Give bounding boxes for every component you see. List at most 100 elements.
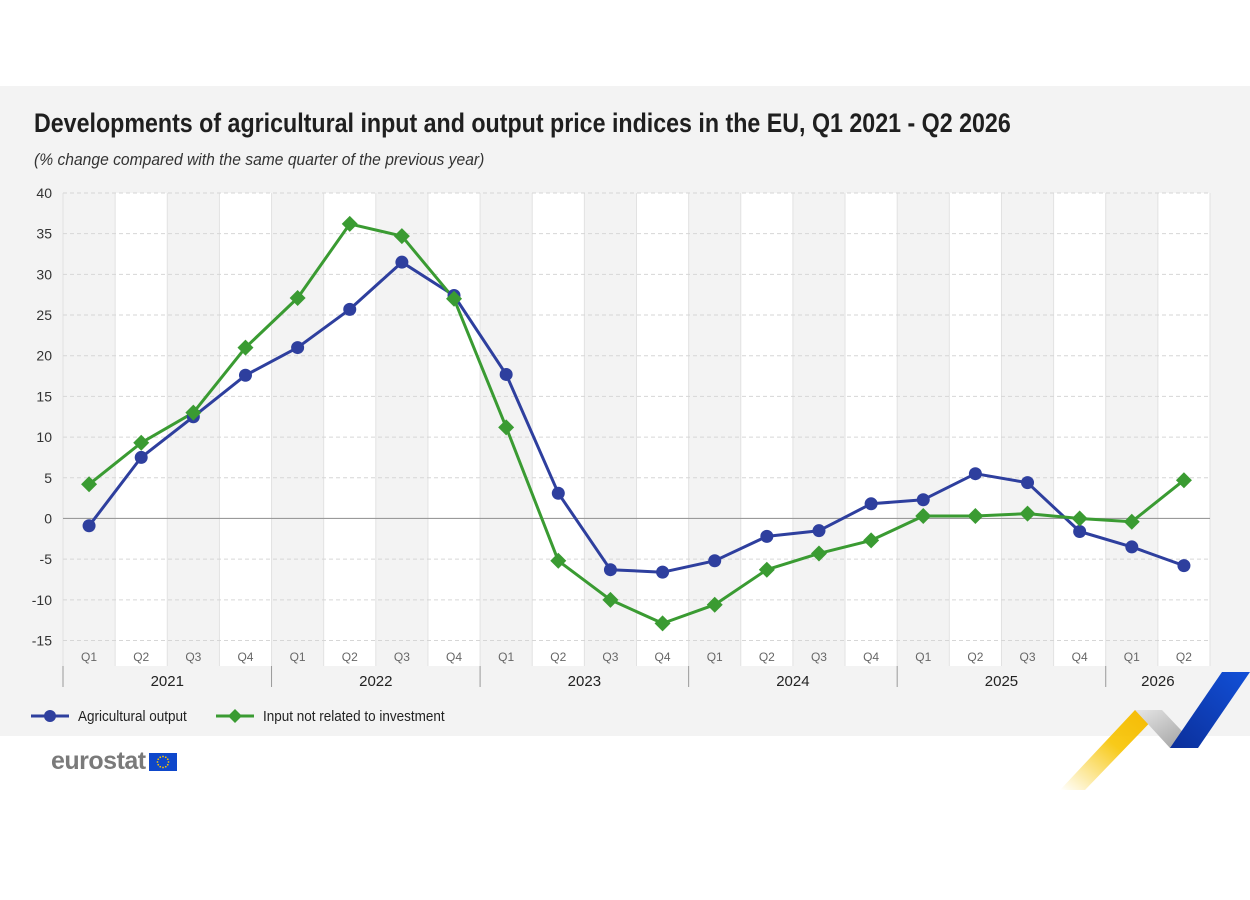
- output-data-point: [968, 467, 982, 481]
- output-data-point: [708, 554, 722, 568]
- output-data-point: [1125, 540, 1139, 554]
- input-data-point: [758, 561, 775, 578]
- legend-item-output[interactable]: Agricultural output: [30, 708, 199, 725]
- year-label: 2022: [359, 673, 392, 690]
- quarter-band: [1053, 193, 1106, 666]
- diamond-marker-icon: [215, 709, 254, 723]
- input-data-point: [1123, 513, 1140, 530]
- y-tick-label: 0: [44, 510, 52, 526]
- output-data-point: [1073, 524, 1087, 538]
- x-tick-label: Q4: [655, 650, 671, 664]
- x-tick-label: Q4: [863, 650, 879, 664]
- legend-label-input: Input not related to investment: [262, 707, 445, 725]
- input-series-line: [88, 222, 1185, 625]
- quarter-band: [219, 193, 272, 666]
- year-label: 2025: [985, 673, 1018, 690]
- x-tick-label: Q1: [81, 650, 97, 664]
- x-tick-label: Q2: [1176, 650, 1192, 664]
- output-data-point: [760, 529, 774, 543]
- year-label: 2023: [568, 673, 601, 690]
- output-data-point: [343, 302, 357, 316]
- x-tick-label: Q4: [237, 650, 253, 664]
- input-data-point: [446, 290, 463, 307]
- logo-text: eurostat: [51, 747, 146, 775]
- output-data-point: [395, 255, 409, 269]
- x-tick-label: Q2: [342, 650, 358, 664]
- quarter-band: [740, 193, 793, 666]
- legend-label-output: Agricultural output: [78, 707, 187, 725]
- output-data-point: [812, 524, 826, 538]
- output-data-point: [134, 450, 148, 464]
- x-tick-label: Q2: [759, 650, 775, 664]
- y-tick-label: 35: [36, 226, 52, 242]
- input-data-point: [237, 339, 254, 356]
- y-tick-label: 25: [36, 307, 52, 323]
- output-data-point: [551, 486, 565, 500]
- input-data-point: [550, 552, 567, 569]
- input-data-point: [133, 434, 150, 451]
- y-tick-label: 10: [36, 429, 52, 445]
- input-data-point: [185, 404, 202, 421]
- input-data-point: [498, 419, 515, 436]
- x-tick-label: Q4: [1072, 650, 1088, 664]
- x-tick-label: Q1: [1124, 650, 1140, 664]
- input-data-point: [341, 215, 358, 232]
- x-tick-label: Q2: [133, 650, 149, 664]
- input-data-point: [602, 591, 619, 608]
- x-tick-label: Q1: [498, 650, 514, 664]
- y-tick-label: 5: [44, 470, 52, 486]
- quarter-band: [323, 193, 376, 666]
- chart-panel: [0, 86, 1250, 736]
- year-label: 2026: [1141, 673, 1174, 690]
- y-tick-label: 30: [36, 266, 52, 282]
- y-tick-label: -15: [32, 633, 52, 649]
- eurostat-logo[interactable]: eurostat: [51, 747, 177, 776]
- output-data-point: [238, 368, 252, 382]
- x-tick-label: Q1: [915, 650, 931, 664]
- output-data-point: [291, 341, 305, 355]
- chart-subtitle: (% change compared with the same quarter…: [34, 150, 485, 169]
- x-tick-label: Q3: [1020, 650, 1036, 664]
- input-data-point: [967, 508, 984, 525]
- x-tick-label: Q1: [707, 650, 723, 664]
- line-chart: 40 35 30 25 20 15 10 5 0 -5 -10 -15 Q1 Q2 Q3 Q4 Q1 Q2 Q3 Q4…: [32, 185, 1211, 690]
- input-data-point: [1071, 510, 1088, 527]
- output-data-point: [603, 563, 617, 577]
- chart-title: Developments of agricultural input and o…: [34, 108, 1011, 138]
- year-label: 2024: [776, 673, 809, 690]
- x-tick-label: Q4: [446, 650, 462, 664]
- output-data-point: [499, 367, 513, 381]
- y-tick-label: 40: [36, 185, 52, 201]
- y-tick-label: 20: [36, 348, 52, 364]
- quarter-band: [1157, 193, 1210, 666]
- quarter-band: [949, 193, 1002, 666]
- x-tick-label: Q3: [394, 650, 410, 664]
- circle-marker-icon: [31, 710, 69, 722]
- x-tick-label: Q2: [550, 650, 566, 664]
- input-data-point: [654, 615, 671, 632]
- quarter-band: [532, 193, 585, 666]
- year-label: 2021: [151, 673, 184, 690]
- input-data-point: [1175, 472, 1192, 489]
- input-data-point: [810, 545, 827, 562]
- x-tick-label: Q1: [290, 650, 306, 664]
- input-data-point: [863, 532, 880, 549]
- input-data-point: [706, 596, 723, 613]
- quarter-band: [845, 193, 898, 666]
- input-data-point: [393, 228, 410, 245]
- quarter-band: [427, 193, 481, 666]
- brand-chevron-graphic: [1060, 672, 1250, 790]
- legend-item-input[interactable]: Input not related to investment: [215, 708, 465, 725]
- y-tick-label: 15: [36, 388, 52, 404]
- output-data-point: [916, 493, 930, 507]
- x-tick-label: Q2: [967, 650, 983, 664]
- y-tick-label: -5: [40, 551, 53, 567]
- output-data-point: [1021, 476, 1035, 490]
- eu-flag-icon: [148, 752, 177, 771]
- quarter-band: [636, 193, 689, 666]
- input-data-point: [1019, 505, 1036, 522]
- input-data-point: [289, 289, 306, 306]
- output-data-point: [82, 519, 96, 533]
- input-data-point: [81, 476, 98, 493]
- y-tick-label: -10: [32, 592, 52, 608]
